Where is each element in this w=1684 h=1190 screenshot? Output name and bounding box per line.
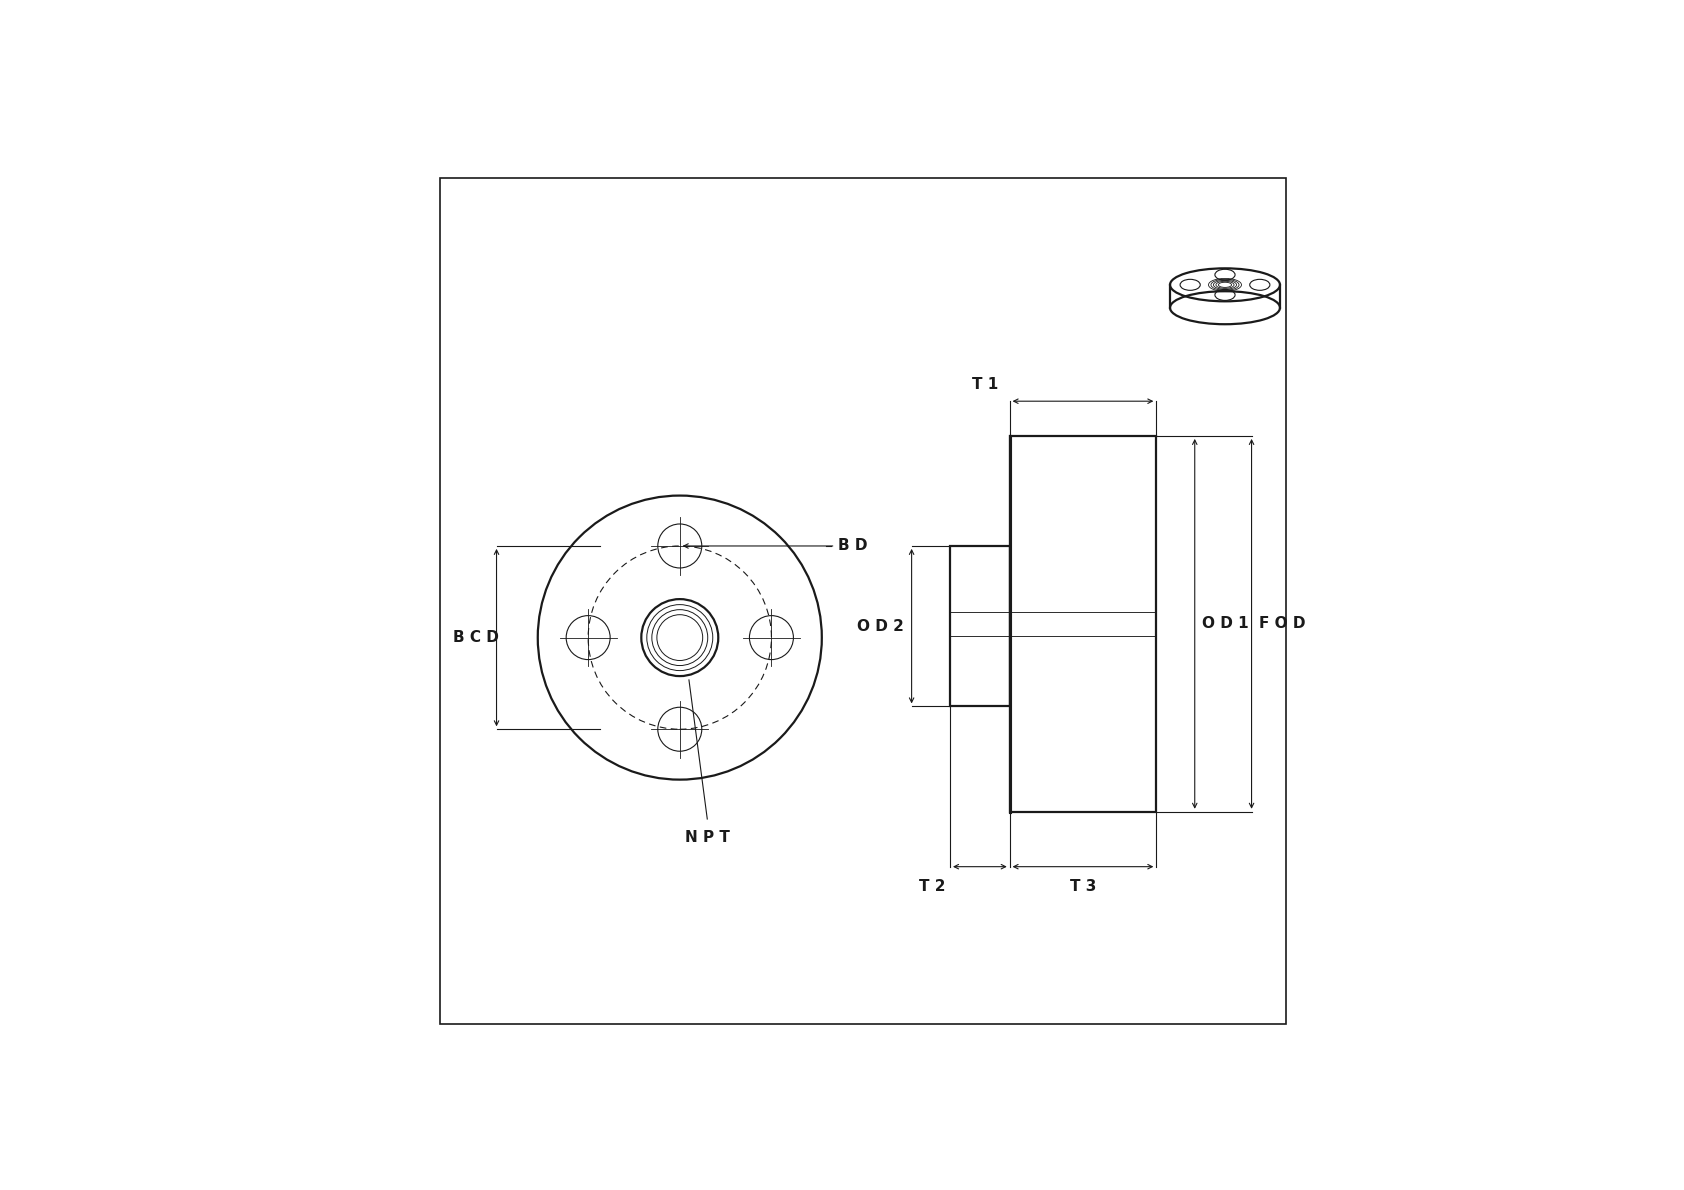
Text: B C D: B C D [453, 630, 500, 645]
Text: T 1: T 1 [972, 377, 999, 392]
Text: T 3: T 3 [1069, 878, 1096, 894]
Bar [950, 546, 1010, 707]
Text: O D 2: O D 2 [857, 619, 904, 633]
Text: N P T: N P T [685, 831, 729, 845]
Text: T 2: T 2 [919, 878, 945, 894]
Bar [1010, 436, 1157, 812]
Text: O D 1: O D 1 [1202, 616, 1250, 632]
Text: F O D: F O D [1260, 616, 1305, 632]
Text: B D: B D [839, 538, 867, 553]
